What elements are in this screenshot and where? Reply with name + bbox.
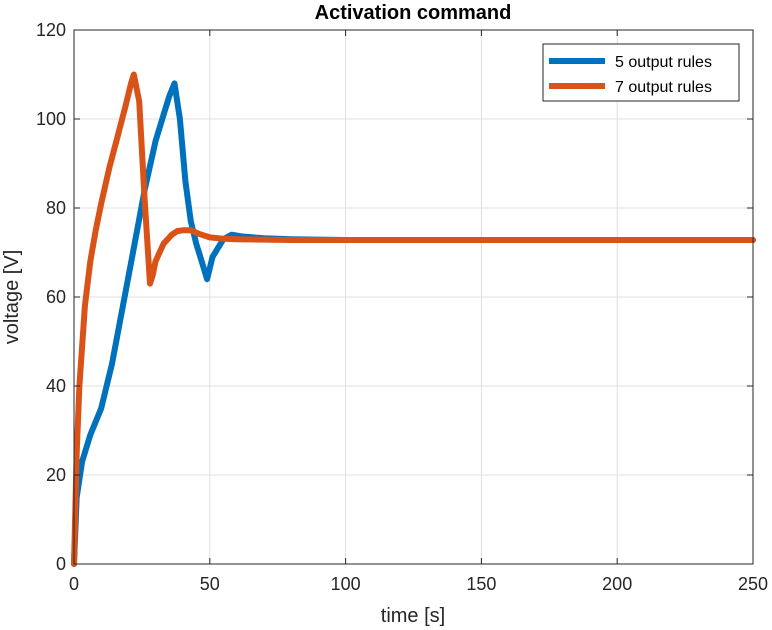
x-tick-label: 150 — [466, 574, 496, 594]
y-tick-label: 60 — [46, 287, 66, 307]
y-tick-label: 100 — [36, 109, 66, 129]
y-tick-label: 20 — [46, 465, 66, 485]
legend: 5 output rules 7 output rules — [542, 43, 740, 102]
x-tick-label: 0 — [69, 574, 79, 594]
chart-title: Activation command — [315, 2, 512, 24]
legend-label-1: 5 output rules — [615, 54, 712, 71]
y-tick-label: 0 — [56, 554, 66, 574]
y-tick-label: 120 — [36, 20, 66, 40]
y-tick-label: 80 — [46, 198, 66, 218]
x-axis-label: time [s] — [381, 605, 445, 627]
legend-label-2: 7 output rules — [615, 79, 712, 96]
x-tick-label: 50 — [200, 574, 220, 594]
x-tick-label: 250 — [738, 574, 768, 594]
grid — [73, 29, 754, 565]
series-layer — [71, 71, 756, 567]
ticks: 0 50 100 150 200 250 0 20 40 60 80 100 120 — [36, 20, 768, 594]
legend-box — [542, 43, 740, 102]
x-tick-label: 100 — [331, 574, 361, 594]
y-tick-label: 40 — [46, 376, 66, 396]
x-tick-label: 200 — [602, 574, 632, 594]
y-axis-label: voltage [V] — [1, 250, 23, 345]
series-line-2 — [71, 71, 756, 567]
